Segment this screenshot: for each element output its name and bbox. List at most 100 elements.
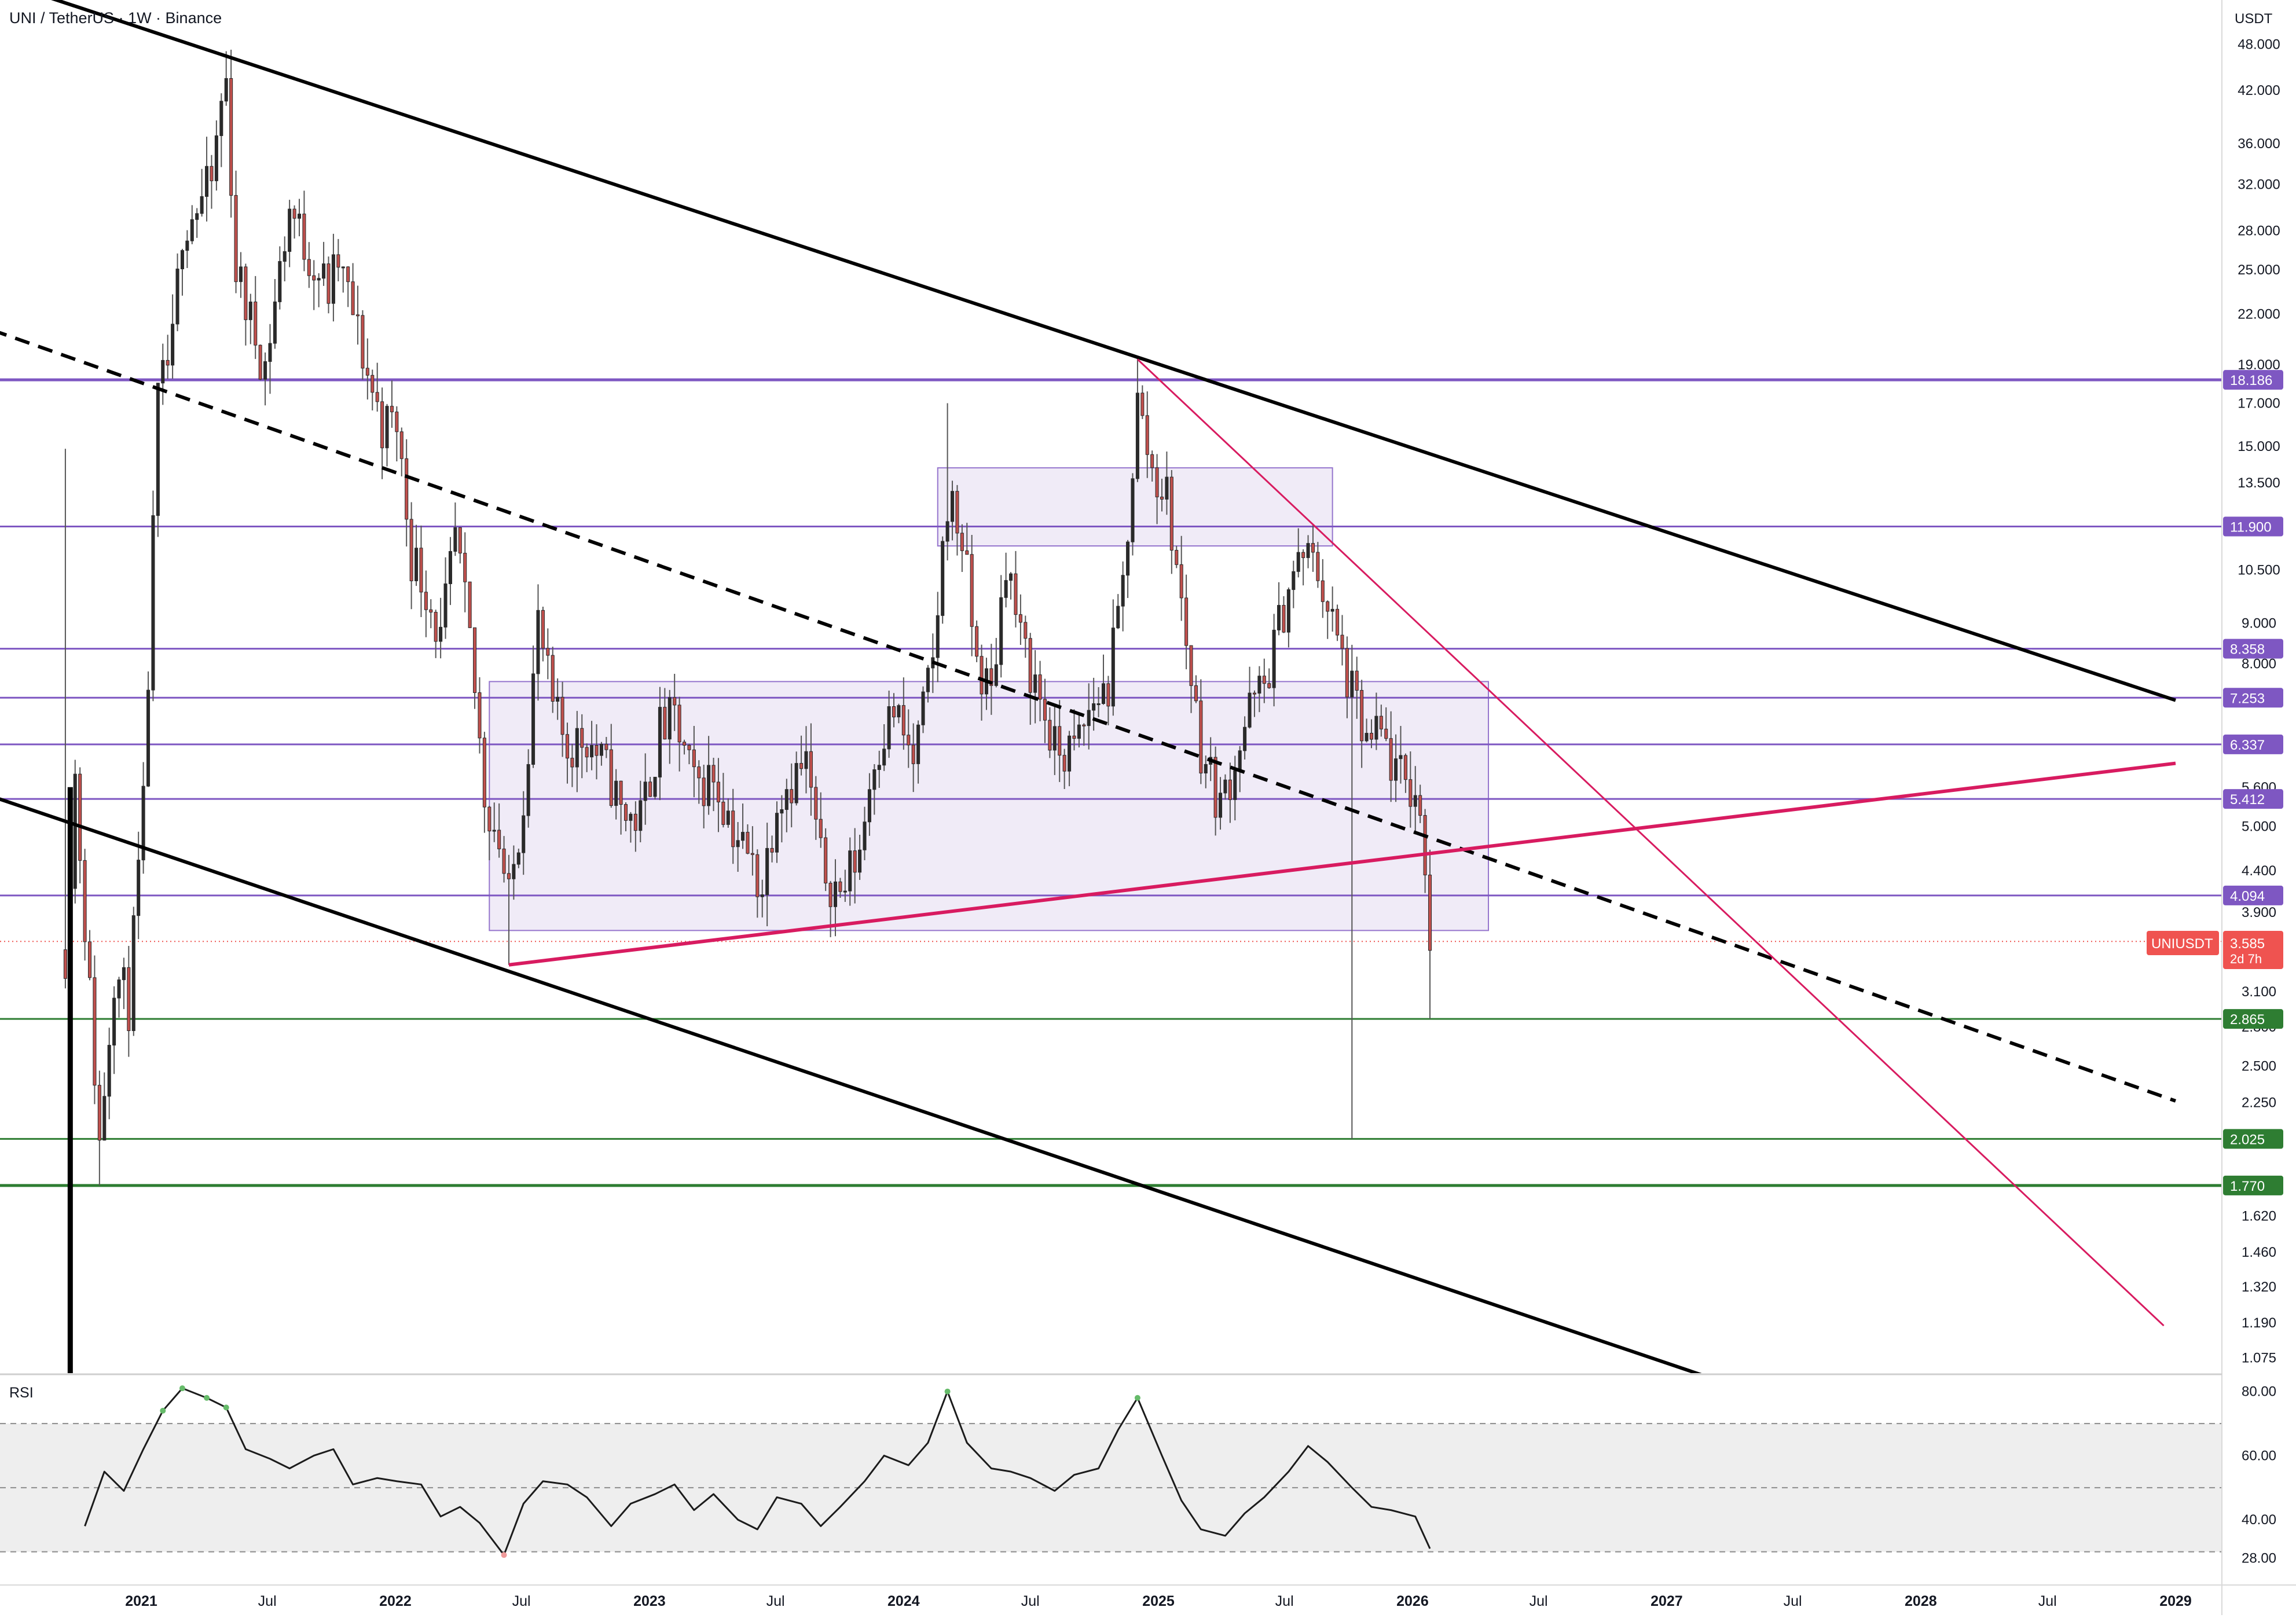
candle-body [1175, 549, 1179, 565]
candle-body [122, 967, 126, 981]
candle-body [658, 707, 662, 777]
candle-body [390, 406, 394, 413]
rsi-tick-label: 60.00 [2242, 1448, 2276, 1463]
candle-body [399, 431, 404, 459]
candle-body [707, 765, 711, 806]
candle-body [516, 852, 520, 865]
candle-body [268, 343, 272, 362]
trend-line [0, 331, 2176, 1103]
candle-body [185, 240, 189, 251]
candle-body [1399, 755, 1403, 760]
level-tag-label: 2.025 [2230, 1132, 2265, 1147]
price-tick-label: 25.000 [2238, 262, 2280, 278]
candle-body [1199, 700, 1203, 773]
candle-body [482, 738, 486, 808]
trend-line [0, 797, 1702, 1373]
candle-body [380, 401, 384, 449]
candle-body [171, 324, 175, 366]
candle-body [780, 809, 784, 814]
candle-body [258, 344, 262, 380]
candle-body [760, 894, 764, 897]
price-tick-label: 8.000 [2242, 656, 2276, 672]
candle-body [1267, 683, 1271, 688]
candle-body [1072, 735, 1076, 739]
candle-body [784, 789, 788, 810]
candle-body [731, 810, 735, 847]
rsi-tick-label: 80.00 [2242, 1384, 2276, 1400]
candle-body [1165, 476, 1169, 500]
candle-body [585, 747, 589, 758]
candle-body [951, 491, 955, 522]
candle-body [439, 626, 443, 642]
candle-body [604, 744, 608, 750]
candle-body [648, 782, 652, 797]
candle-body [570, 758, 574, 768]
candle-body [419, 548, 423, 593]
time-axis[interactable]: 2021 Jul 2022 Jul 2023 Jul 2024 Jul 2025 Jul 2026 J… [125, 1593, 2192, 1609]
price-tick-label: 2.500 [2242, 1059, 2276, 1074]
rsi-overbought-point [944, 1388, 951, 1395]
candle-body [721, 801, 725, 825]
candle-body [248, 301, 252, 320]
candle-body [765, 847, 769, 896]
candle-body [1184, 597, 1189, 646]
candle-body [1004, 580, 1008, 598]
candle-body [102, 1096, 107, 1141]
candle-body [331, 254, 335, 304]
candle-body [1262, 676, 1266, 684]
candle-body [1116, 606, 1120, 629]
candle-body [463, 552, 467, 582]
candle-body [775, 813, 779, 853]
candle-body [1014, 573, 1018, 615]
candle-body [1330, 608, 1334, 612]
candle-body [254, 301, 258, 346]
candle-body [1252, 692, 1256, 695]
level-tag-box [2223, 1009, 2283, 1029]
candle-body [156, 383, 160, 516]
candle-body [244, 266, 248, 320]
candle-body [1189, 645, 1193, 686]
time-tick-label: 2027 [1651, 1593, 1683, 1609]
candle-body [473, 627, 477, 694]
candle-body [1394, 758, 1398, 781]
candle-body [750, 853, 754, 855]
price-tick-label: 10.500 [2238, 562, 2280, 578]
current-price-tag: UNIUSDT 3.585 2d 7h [2147, 931, 2283, 969]
candle-body [770, 847, 774, 853]
candle-body [424, 592, 428, 610]
candle-body [78, 773, 82, 861]
candle-body [1169, 476, 1173, 551]
candle-body [546, 648, 550, 656]
symbol-title[interactable]: UNI / TetherUS · 1W · Binance [9, 9, 222, 27]
candle-body [429, 609, 433, 613]
candle-body [667, 697, 672, 740]
level-tag-label: 6.337 [2230, 738, 2265, 753]
candle-body [1248, 692, 1252, 728]
rsi-axis[interactable]: 80.00 60.00 40.00 28.00 [2242, 1384, 2276, 1566]
candle-body [127, 967, 131, 1032]
time-tick-label: 2022 [379, 1593, 412, 1609]
candle-body [278, 261, 282, 302]
candle-body [599, 744, 603, 756]
price-tick-label: 9.000 [2242, 615, 2276, 631]
candle-body [1145, 415, 1149, 455]
candle-body [828, 883, 832, 907]
candle-body [580, 728, 584, 748]
candle-body [907, 735, 911, 746]
candle-body [623, 804, 628, 821]
candle-body [653, 776, 657, 797]
candle-body [531, 673, 536, 765]
candle-body [239, 266, 243, 282]
candle-body [1423, 815, 1427, 875]
candle-body [1272, 629, 1276, 688]
rsi-title[interactable]: RSI [9, 1385, 34, 1401]
candle-body [975, 626, 979, 657]
candle-body [726, 810, 730, 825]
rsi-oversold-point [501, 1552, 507, 1558]
candle-body [590, 745, 594, 758]
candle-body [799, 763, 804, 769]
time-tick-label: 2025 [1142, 1593, 1175, 1609]
candle-body [161, 359, 165, 384]
candle-body [633, 813, 637, 831]
